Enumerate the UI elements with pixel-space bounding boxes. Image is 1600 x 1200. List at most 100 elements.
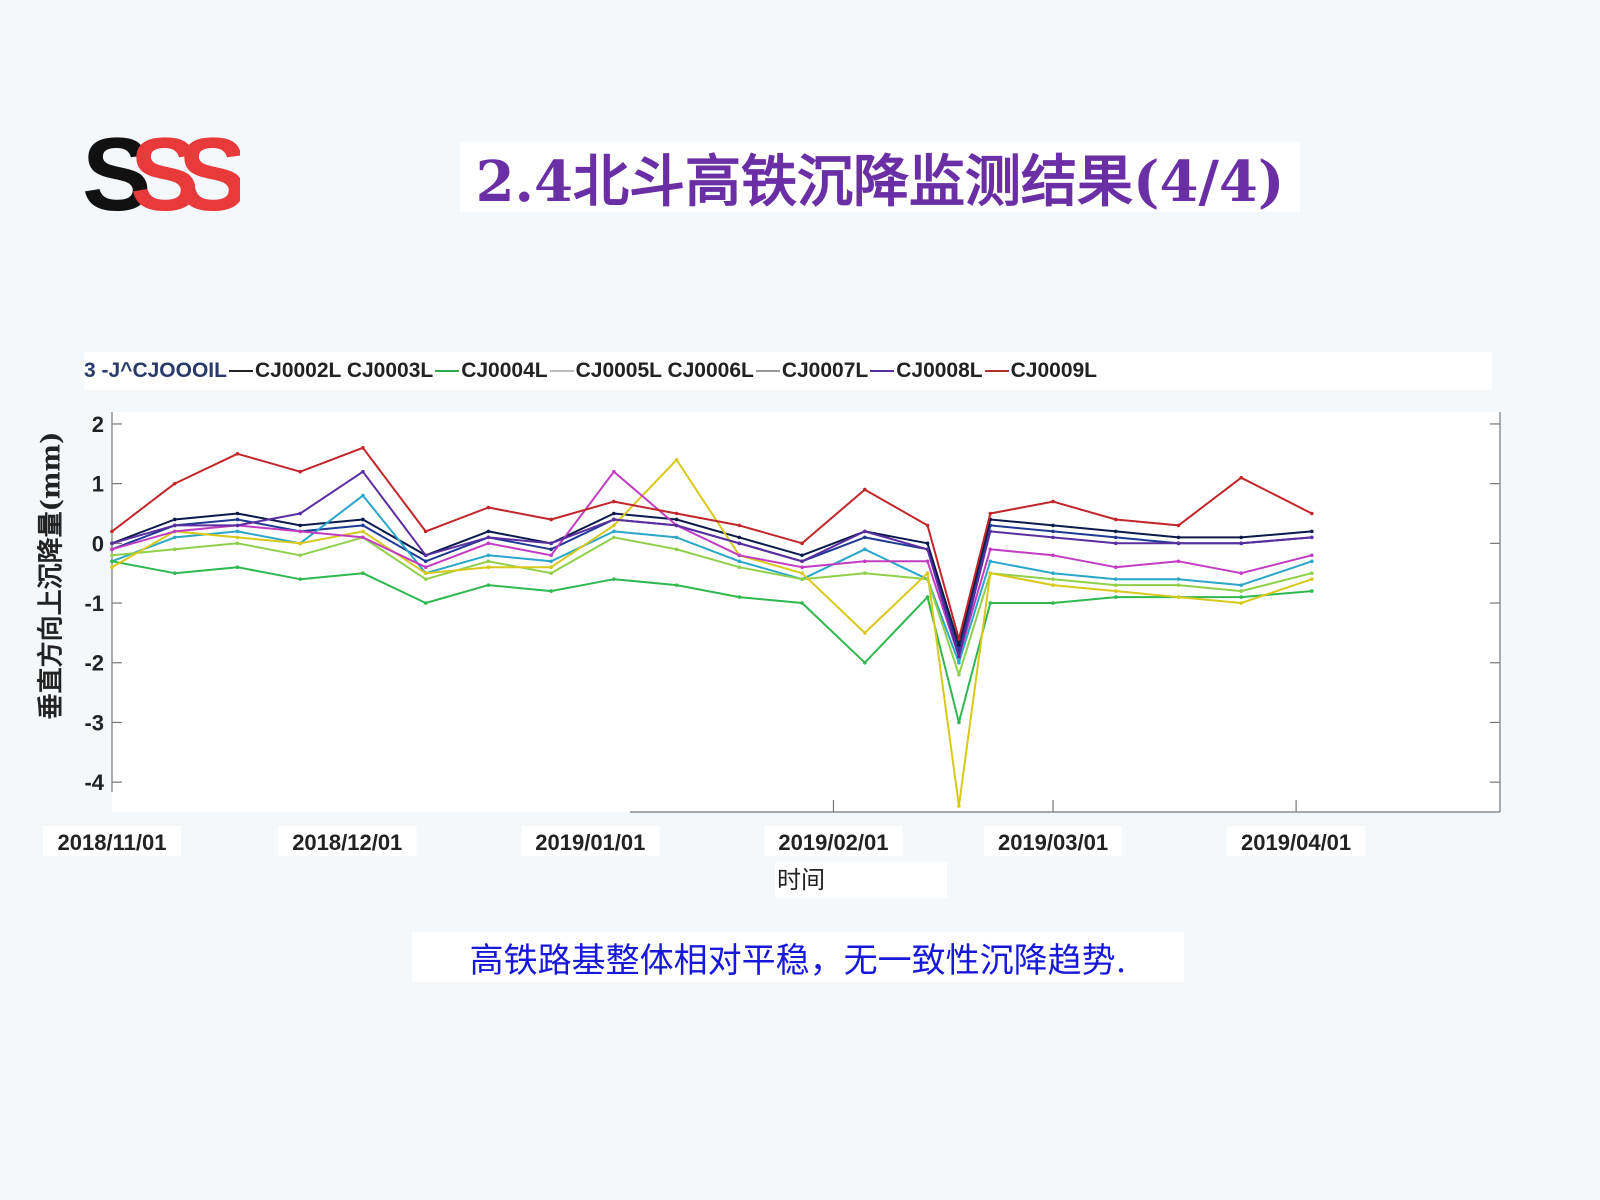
data-point <box>486 559 491 564</box>
data-point <box>110 565 114 570</box>
data-point <box>925 559 930 564</box>
data-point <box>1113 565 1118 570</box>
legend-entry: CJ0004L <box>461 359 575 383</box>
data-point <box>298 553 303 558</box>
data-point <box>1309 559 1314 564</box>
data-point <box>957 720 961 725</box>
data-point <box>423 529 428 534</box>
legend-entry: CJ0008L <box>896 359 1010 383</box>
legend-label: CJ0002L CJ0003L <box>254 359 434 382</box>
data-point <box>486 505 491 510</box>
data-point <box>957 660 961 665</box>
x-tick-label-bg <box>521 826 660 856</box>
x-axis-label-box: 时间 <box>775 862 947 898</box>
data-point <box>172 529 177 534</box>
data-point <box>612 577 616 581</box>
data-point <box>1051 535 1055 540</box>
data-point <box>1051 601 1055 605</box>
data-point <box>361 523 365 528</box>
data-point <box>612 511 616 516</box>
data-point <box>1239 475 1244 480</box>
data-point <box>674 523 679 528</box>
y-tick-label: -2 <box>84 651 104 676</box>
data-point <box>1176 583 1181 587</box>
data-point <box>957 672 961 677</box>
data-point <box>235 523 240 528</box>
x-tick-label: 2018/12/01 <box>292 830 402 855</box>
data-point <box>800 571 804 575</box>
data-point <box>423 565 428 570</box>
data-point <box>1239 595 1244 599</box>
data-point <box>1051 553 1055 558</box>
data-point <box>674 517 679 522</box>
data-point <box>298 523 303 528</box>
y-tick-label: 1 <box>92 472 104 497</box>
y-tick-label: -1 <box>84 591 104 616</box>
legend-swatch <box>984 370 1009 372</box>
data-point <box>235 517 240 522</box>
data-point <box>612 535 616 540</box>
data-point <box>235 529 240 534</box>
data-point <box>423 577 428 581</box>
x-tick-label-bg <box>1227 826 1366 856</box>
data-point <box>298 469 303 474</box>
data-point <box>172 481 177 486</box>
chart-legend: 3 -J^CJOOOIL CJ0002L CJ0003L CJ0004L CJ0005… <box>84 352 1492 390</box>
data-point <box>1051 499 1055 504</box>
data-point <box>612 523 616 528</box>
legend-entry: CJ0009L <box>1011 359 1109 383</box>
data-point <box>957 643 961 647</box>
data-point <box>737 559 742 564</box>
data-point <box>1113 589 1118 593</box>
data-point <box>235 535 240 540</box>
data-point <box>674 511 679 516</box>
data-point <box>988 529 993 534</box>
data-point <box>957 804 961 808</box>
data-point <box>235 451 240 456</box>
data-point <box>1113 577 1118 581</box>
data-point <box>486 541 491 546</box>
data-point <box>172 517 177 522</box>
data-point <box>361 535 365 540</box>
data-point <box>110 547 114 552</box>
x-tick-label: 2019/03/01 <box>998 830 1108 855</box>
data-point <box>361 571 365 575</box>
data-point <box>1176 559 1181 564</box>
data-point <box>957 637 961 641</box>
data-point <box>1176 541 1181 546</box>
data-point <box>988 511 993 516</box>
x-tick-label: 2018/11/01 <box>58 830 167 855</box>
data-point <box>925 547 930 552</box>
data-point <box>423 553 428 558</box>
data-point <box>549 547 553 552</box>
data-point <box>423 601 428 605</box>
data-point <box>612 469 616 474</box>
data-point <box>925 523 930 528</box>
data-point <box>1309 553 1314 558</box>
data-point <box>361 493 365 498</box>
data-point <box>110 553 114 558</box>
data-point <box>674 583 679 587</box>
data-point <box>298 529 303 534</box>
data-point <box>1176 523 1181 528</box>
data-point <box>486 553 491 558</box>
data-point <box>612 517 616 522</box>
data-point <box>172 547 177 552</box>
data-point <box>423 559 428 564</box>
data-point <box>863 660 867 665</box>
data-point <box>549 517 553 522</box>
x-tick-label-bg <box>984 826 1123 856</box>
data-point <box>1239 589 1244 593</box>
data-point <box>925 595 930 599</box>
data-point <box>361 469 365 474</box>
data-point <box>1239 535 1244 540</box>
sss-logo: S S S <box>82 132 240 218</box>
data-point <box>110 559 114 564</box>
data-point <box>1113 517 1118 522</box>
legend-label: CJ0004L <box>461 359 548 382</box>
caption-text: 高铁路基整体相对平稳，无一致性沉降趋势. <box>469 940 1127 981</box>
y-axis-label: 垂直方向上沉降量(mm) <box>36 431 67 719</box>
legend-entry: 3 -J^CJOOOIL <box>84 359 255 383</box>
data-point <box>737 523 742 528</box>
data-point <box>361 446 365 450</box>
